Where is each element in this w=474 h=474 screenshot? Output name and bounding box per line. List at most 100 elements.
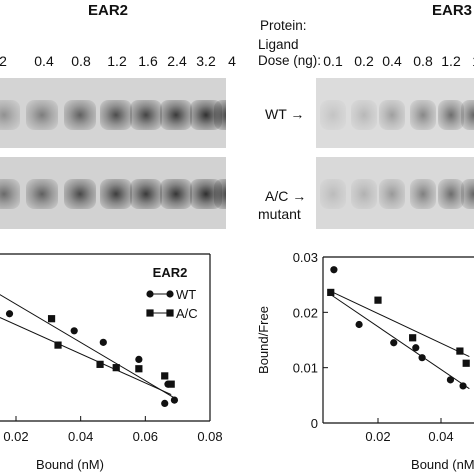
blot-r1-lane-2 — [379, 100, 405, 130]
ear2-dose-4: 1.6 — [138, 53, 158, 69]
ear2-WT-point-1 — [5, 310, 14, 318]
ear3-AC-point-3 — [456, 347, 464, 355]
ear3-dose-1: 0.2 — [354, 53, 374, 69]
blot-r1-lane-0 — [320, 100, 346, 130]
ear3-WT-point-4 — [418, 354, 426, 362]
blot-l2-lane-7 — [214, 179, 226, 209]
ear2-AC-point-8 — [167, 380, 175, 388]
ear2-AC-point-4 — [96, 360, 104, 368]
ear3-AC-point-4 — [462, 359, 470, 367]
blot-r2-lane-0 — [320, 179, 346, 209]
wt-row-label: WT → — [265, 106, 305, 122]
blot-r2-lane-3 — [410, 179, 436, 209]
ear3-dose-4: 1.2 — [441, 53, 461, 69]
blot-r2-lane-4 — [438, 179, 464, 209]
ear2-xtick-label-2: 0.06 — [133, 429, 158, 444]
ear2-fit-line-0 — [0, 294, 175, 399]
blot-r1-lane-4 — [438, 100, 464, 130]
blot-l2-lane-4 — [130, 179, 162, 209]
ear3-dose-5: 1 — [459, 53, 474, 69]
ear3-fit-line-0 — [330, 294, 470, 390]
blot-r1-lane-1 — [351, 100, 377, 130]
ear2-dose-2: 0.8 — [71, 53, 91, 69]
ear3-AC-point-0 — [327, 288, 335, 297]
blot-l1-lane-7 — [214, 100, 226, 130]
ear2-AC-point-7 — [161, 372, 169, 380]
blot-r1-lane-3 — [410, 100, 436, 130]
blot-l1-lane-3 — [100, 100, 132, 130]
ear2-plot-title: EAR2 — [153, 265, 188, 280]
blot-r2-lane-2 — [379, 179, 405, 209]
ear3-WT-point-5 — [446, 376, 455, 384]
blot-r1-lane-5 — [461, 100, 474, 130]
protein-label: Protein: — [260, 18, 307, 33]
ear3-ytick-label-1: 0.01 — [293, 361, 318, 376]
ear2-panel-title: EAR2 — [88, 2, 129, 19]
ear2-legend-label-1: A/C — [176, 306, 198, 321]
ear2-dose-1: 0.4 — [34, 53, 54, 69]
ear2-WT-point-3 — [99, 338, 107, 346]
mutant-row-label-2: mutant — [258, 206, 301, 222]
ear3-AC-point-2 — [409, 334, 417, 342]
ear3-ytick-label-3: 0.03 — [293, 250, 318, 265]
ear3-wt-blot — [316, 78, 474, 148]
ear3-y-axis-title: Bound/Free — [256, 306, 271, 374]
ear2-xtick-label-0: 0.02 — [3, 429, 28, 444]
ear3-ytick-label-0: 0 — [311, 416, 318, 431]
ear2-WT-point-7 — [170, 396, 179, 404]
ear2-AC-point-2 — [47, 315, 56, 323]
ear3-ytick-label-2: 0.02 — [293, 305, 318, 320]
ear3-WT-point-0 — [330, 266, 338, 274]
ear3-dose-2: 0.4 — [382, 53, 402, 69]
ear3-WT-point-1 — [355, 320, 363, 329]
ear2-WT-point-2 — [70, 327, 78, 335]
ear3-xtick-label-0: 0.02 — [365, 429, 390, 444]
ear3-panel-title: EAR3 — [432, 2, 473, 19]
ear2-legend-label-0: WT — [176, 287, 196, 302]
ear2-WT-point-4 — [161, 399, 169, 407]
ear2-x-axis-title: Bound (nM) — [36, 457, 104, 472]
blot-l1-lane-2 — [64, 100, 96, 130]
blot-r2-lane-1 — [351, 179, 377, 209]
ligand-label: Ligand — [258, 37, 299, 52]
blot-l1-lane-1 — [26, 100, 58, 130]
ear2-dose-6: 3.2 — [196, 53, 216, 69]
ear2-legend-marker-a-1 — [146, 309, 154, 317]
ear3-AC-point-1 — [374, 296, 382, 304]
blot-l2-lane-1 — [26, 179, 58, 209]
ear3-dose-0: 0.1 — [323, 53, 343, 69]
ear3-WT-point-6 — [459, 382, 467, 390]
ear2-dose-7: 4 — [228, 53, 236, 69]
ear3-dose-3: 0.8 — [413, 53, 433, 69]
mutant-row-label: A/C → — [265, 188, 307, 204]
blot-l2-lane-5 — [160, 179, 192, 209]
ear2-mutant-blot — [0, 157, 226, 229]
blot-l2-lane-3 — [100, 179, 132, 209]
ear2-dose-0: 2 — [0, 53, 7, 69]
blot-l2-lane-0 — [0, 179, 20, 209]
ear3-WT-point-2 — [390, 339, 398, 347]
ear3-WT-point-3 — [412, 344, 420, 352]
blot-l1-lane-5 — [160, 100, 192, 130]
ear2-dose-5: 2.4 — [167, 53, 187, 69]
ear2-xtick-label-3: 0.08 — [197, 429, 222, 444]
ear2-xtick-label-1: 0.04 — [68, 429, 93, 444]
ear3-fit-line-1 — [330, 290, 470, 358]
ear2-legend-marker-b-1 — [166, 309, 174, 317]
blot-l2-lane-2 — [64, 179, 96, 209]
blot-r2-lane-5 — [461, 179, 474, 209]
ear2-wt-blot — [0, 78, 226, 148]
dose-label: Dose (ng): — [258, 53, 322, 68]
blot-l1-lane-0 — [0, 100, 20, 130]
blot-l1-lane-4 — [130, 100, 162, 130]
ear3-xtick-label-1: 0.04 — [428, 429, 453, 444]
ear3-mutant-blot — [316, 157, 474, 229]
ear2-AC-point-6 — [135, 365, 143, 373]
ear2-legend-marker-b-0 — [166, 290, 174, 298]
ear2-legend-marker-a-0 — [146, 290, 154, 298]
ear2-WT-point-6 — [135, 355, 143, 363]
ear2-AC-point-5 — [112, 364, 120, 372]
ear3-x-axis-title: Bound (nM) — [411, 457, 474, 472]
ear2-AC-point-3 — [54, 341, 62, 349]
